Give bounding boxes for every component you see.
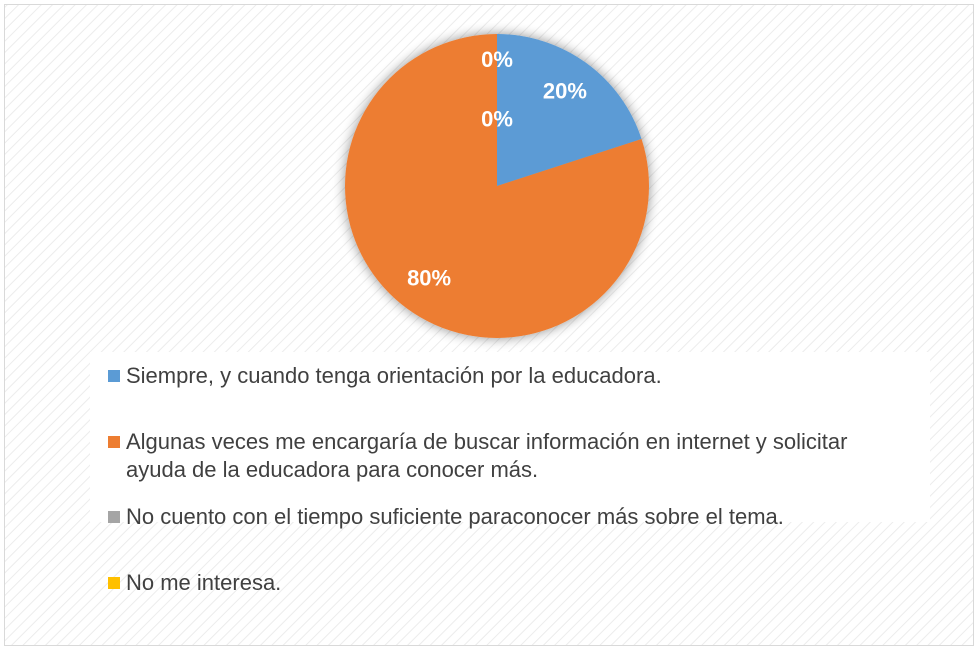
legend-swatch: [108, 370, 120, 382]
legend-label: No me interesa.: [126, 570, 282, 595]
legend-swatch: [108, 511, 120, 523]
legend-label: Algunas veces me encargaría de buscar in…: [126, 429, 848, 482]
data-label: 0%: [481, 47, 513, 72]
legend-label: No cuento con el tiempo suficiente parac…: [126, 504, 784, 529]
legend-item: Siempre, y cuando tenga orientación por …: [108, 362, 908, 390]
data-label: 0%: [481, 106, 513, 131]
legend-swatch: [108, 436, 120, 448]
legend-swatch: [108, 577, 120, 589]
legend-item: No cuento con el tiempo suficiente parac…: [108, 503, 908, 531]
data-label: 80%: [407, 265, 451, 290]
pie-slice: [497, 34, 642, 186]
pie-slice: [345, 34, 649, 339]
data-label: 20%: [543, 78, 587, 103]
legend-item: No me interesa.: [108, 569, 908, 597]
legend-label: Siempre, y cuando tenga orientación por …: [126, 363, 662, 388]
legend-item: Algunas veces me encargaría de buscar in…: [108, 428, 908, 484]
legend-box: [90, 352, 930, 522]
